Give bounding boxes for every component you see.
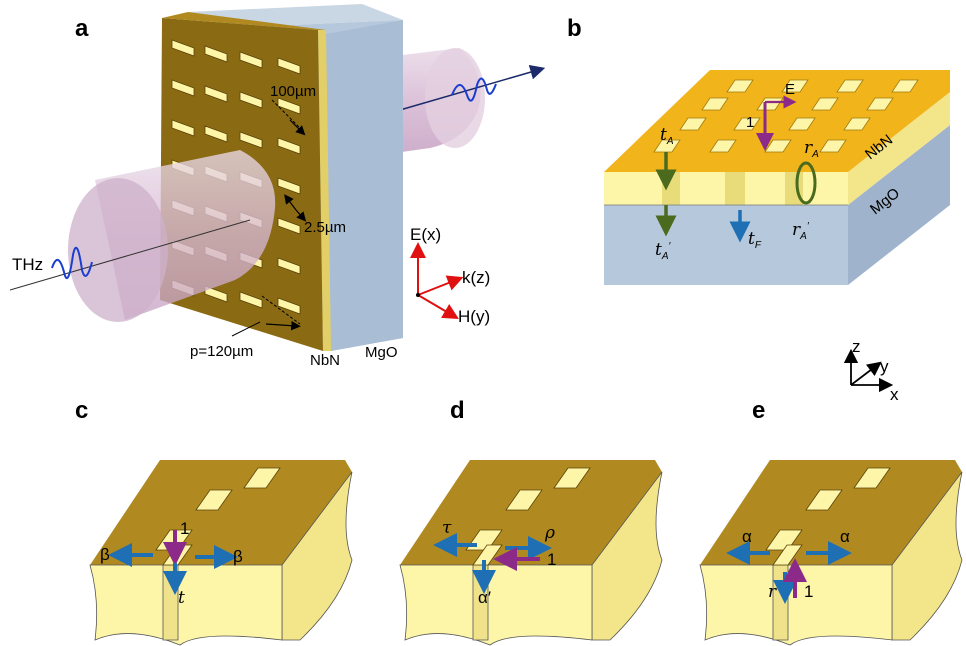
slot (277, 297, 301, 315)
slot (819, 139, 847, 153)
panel-a: a THz (9, 4, 546, 369)
slot (239, 291, 263, 309)
t-label-c: t (178, 588, 185, 608)
panel-e: e (699, 397, 963, 646)
thz-label: THz (12, 255, 43, 274)
dim-100um: 100µm (270, 83, 316, 136)
ra-loop (795, 161, 817, 205)
slot (843, 117, 871, 131)
slot (733, 117, 761, 131)
tf-label: tF (748, 229, 762, 251)
panel-d: d (399, 397, 663, 646)
slot (204, 85, 228, 103)
slot (781, 79, 809, 93)
panel-c-arrows: 1 β β t (100, 519, 243, 608)
slot (709, 139, 737, 153)
mgo-front-b (604, 205, 848, 285)
one-label-d: 1 (547, 550, 556, 569)
panel-label-e: e (752, 397, 765, 424)
nbn-label-a: NbN (310, 352, 340, 369)
field-axes: E(x) k(z) H(y) (410, 225, 490, 326)
x-axis-label: x (890, 385, 899, 404)
slot (788, 117, 816, 131)
h-axis-label: H(y) (458, 307, 490, 326)
slot (811, 97, 839, 111)
beta-left-label: β (100, 545, 110, 564)
tau-label: τ (442, 518, 452, 538)
outgoing-pulse (451, 77, 497, 102)
slot (171, 119, 195, 137)
slot (836, 79, 864, 93)
slot (277, 177, 301, 195)
dim-period: p=120µm (190, 295, 301, 360)
slot-array-b (653, 79, 919, 153)
slot (653, 139, 681, 153)
panel-label-c: c (75, 397, 88, 424)
panel-label-a: a (75, 15, 89, 42)
beta-right-label: β (233, 547, 243, 566)
slot (679, 117, 707, 131)
panel-label-b: b (567, 15, 582, 42)
mgo-side-b (848, 125, 950, 285)
slot (726, 79, 754, 93)
one-label-b: 1 (746, 114, 754, 131)
slot (866, 97, 894, 111)
input-pulse (51, 246, 93, 280)
slot (277, 57, 301, 75)
slot (204, 45, 228, 63)
cut-block (89, 460, 353, 646)
one-label-c: 1 (180, 519, 189, 538)
svg-text:100µm: 100µm (270, 83, 316, 100)
nbn-top-b (604, 70, 950, 172)
slot (171, 79, 195, 97)
alpha-right-label: α (840, 527, 850, 546)
svg-text:2.5µm: 2.5µm (304, 219, 346, 236)
mgo-label-a: MgO (365, 344, 398, 361)
slot (239, 131, 263, 149)
panel-label-d: d (450, 397, 465, 424)
slot (277, 217, 301, 235)
nbn-edge (318, 30, 331, 351)
rho-label: ρ (544, 523, 555, 543)
dim-2p5um: 2.5µm (284, 194, 346, 236)
ta-label: tA (660, 125, 674, 147)
svg-text:p=120µm: p=120µm (190, 343, 253, 360)
slot (277, 137, 301, 155)
ta-prime-label: tA′ (655, 240, 672, 262)
y-axis-label: y (880, 357, 889, 376)
panel-e-arrows: α α r 1 (726, 527, 852, 604)
one-label-e: 1 (804, 582, 813, 601)
z-axis-label: z (852, 337, 861, 356)
slot (277, 97, 301, 115)
cut-block (699, 460, 963, 646)
outgoing-ray (399, 64, 546, 111)
ra-label: rA (804, 138, 819, 160)
nbn-side-b (848, 92, 950, 205)
xyz-axes: z y x (843, 337, 899, 404)
panel-d-arrows: τ ρ 1 α′ (433, 518, 556, 607)
k-axis-label: k(z) (462, 268, 490, 287)
slot (239, 91, 263, 109)
slot (171, 39, 195, 57)
slot (204, 125, 228, 143)
slot (239, 51, 263, 69)
slot (891, 79, 919, 93)
e-label-b: E (785, 81, 795, 98)
alpha-prime-label: α′ (478, 588, 491, 607)
alpha-left-label: α (742, 527, 752, 546)
slot (701, 97, 729, 111)
ra-prime-label: rA′ (792, 220, 810, 242)
input-beam (68, 150, 276, 322)
input-ray (9, 219, 251, 291)
cut-block (399, 460, 663, 646)
slot (277, 257, 301, 275)
panel-c: c (75, 397, 353, 646)
r-label: r (768, 582, 777, 602)
e-axis-label: E(x) (410, 225, 441, 244)
panel-b: b E 1 tA tA′ tF rA rA′ NbN MgO (567, 15, 950, 285)
slot (204, 285, 228, 303)
